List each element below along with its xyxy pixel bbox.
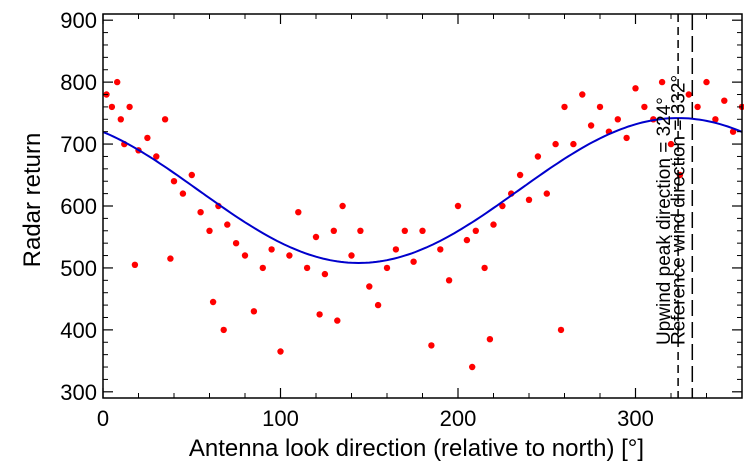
data-point (224, 221, 231, 228)
data-point (570, 140, 577, 148)
data-point (348, 252, 355, 259)
data-point (410, 258, 417, 265)
data-point (445, 277, 453, 284)
data-point (667, 140, 675, 148)
data-point (108, 103, 116, 111)
data-point (220, 326, 227, 334)
data-point (685, 91, 692, 98)
x-axis-title: Antenna look direction (relative to nort… (189, 435, 644, 462)
y-tick-label: 400 (60, 318, 97, 343)
data-point (366, 283, 373, 290)
plot-frame (102, 13, 743, 399)
reference-line-label: Reference wind direction = 332° (668, 75, 689, 345)
x-tick-label: 0 (97, 406, 109, 431)
data-point (167, 255, 174, 262)
data-point (131, 261, 139, 268)
data-point (579, 91, 586, 98)
data-point (277, 348, 284, 355)
data-point (357, 227, 364, 234)
data-point (206, 227, 213, 234)
x-tick-label: 100 (262, 406, 299, 431)
data-point (557, 326, 565, 334)
y-axis-title: Radar return (19, 133, 46, 268)
data-point (552, 140, 559, 148)
data-point (295, 209, 302, 216)
data-point (170, 178, 178, 185)
data-point (197, 209, 204, 216)
data-point (534, 153, 542, 160)
data-point (596, 103, 604, 111)
data-point (543, 190, 550, 197)
scatter-points (103, 78, 744, 371)
y-tick-label: 700 (60, 132, 97, 157)
x-tick-label: 300 (617, 406, 654, 431)
data-point (330, 227, 337, 234)
y-tick-label: 900 (60, 8, 97, 33)
data-point (334, 317, 341, 324)
data-point (303, 264, 311, 272)
data-point (392, 246, 400, 253)
data-point (490, 221, 497, 228)
data-point (469, 363, 476, 371)
data-point (454, 202, 462, 210)
data-point (694, 103, 701, 111)
data-point (321, 270, 329, 278)
data-point (658, 78, 666, 86)
data-point (339, 202, 346, 210)
fit-curve (102, 117, 743, 265)
data-point (114, 78, 121, 86)
data-point (614, 116, 621, 123)
data-point (587, 122, 595, 129)
data-point (209, 298, 217, 306)
data-point (144, 134, 151, 142)
data-point (712, 116, 719, 123)
data-point (623, 134, 630, 142)
y-tick-label: 500 (60, 256, 97, 281)
data-point (312, 233, 320, 241)
data-point (703, 78, 710, 86)
data-point (401, 227, 408, 234)
reference-lines: Upwind peak direction = 324°Reference wi… (654, 14, 694, 398)
data-point (499, 202, 506, 210)
data-point (437, 246, 444, 253)
data-point (286, 252, 293, 259)
data-point (632, 85, 639, 92)
y-tick-label: 600 (60, 194, 97, 219)
data-point (729, 128, 737, 135)
data-point (486, 336, 494, 343)
data-point (316, 311, 323, 318)
data-point (241, 252, 249, 259)
data-point (525, 196, 533, 203)
data-point (419, 227, 426, 234)
data-point (268, 246, 275, 253)
data-point (232, 240, 240, 247)
data-point (641, 103, 648, 111)
data-point (250, 308, 258, 315)
reference-line-label: Upwind peak direction = 324° (654, 97, 675, 345)
data-point (428, 342, 435, 349)
data-point (472, 227, 479, 234)
data-point (721, 97, 728, 104)
axis-ticks: 300 400 500 600 700 800 900 0 100 200 300 (60, 8, 743, 431)
data-point (383, 264, 391, 272)
data-point (516, 171, 524, 179)
data-point (126, 103, 133, 111)
data-point (463, 236, 471, 244)
data-point (481, 264, 488, 272)
data-point (374, 301, 382, 309)
data-point (161, 116, 169, 123)
data-point (188, 171, 195, 179)
data-point (259, 264, 266, 272)
data-point (179, 190, 187, 197)
y-tick-label: 300 (60, 380, 97, 405)
data-point (117, 116, 125, 123)
x-tick-label: 200 (440, 406, 477, 431)
data-point (561, 103, 568, 111)
y-tick-label: 800 (60, 70, 97, 95)
data-point (153, 153, 160, 160)
